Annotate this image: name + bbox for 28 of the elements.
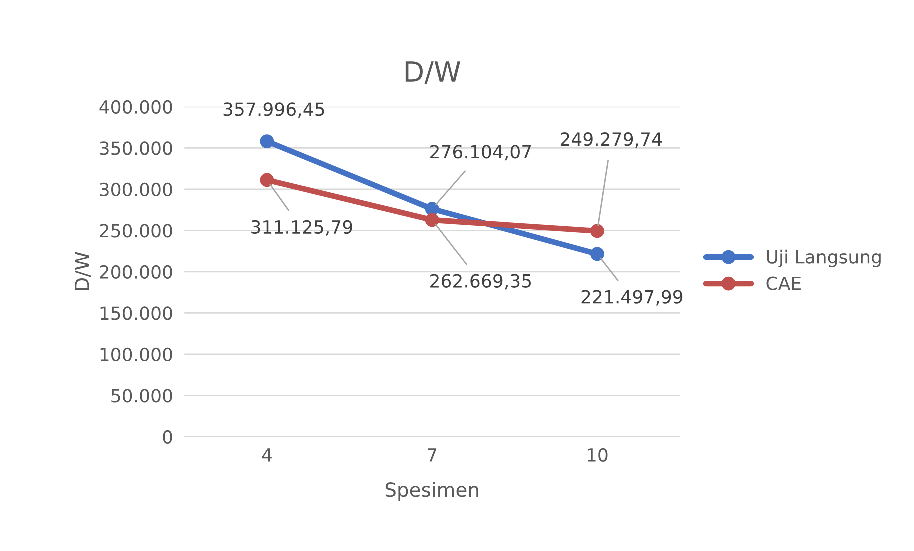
x-tick-label: 4 [262, 448, 272, 462]
y-tick-label: 400.000 [100, 100, 172, 114]
x-tick-label: 7 [428, 448, 437, 462]
point [425, 213, 440, 228]
data-label: 276.104,07 [430, 145, 532, 161]
y-tick-label: 250.000 [100, 224, 172, 238]
legend-label: Uji Langsung [767, 250, 881, 268]
x-tick-label: 10 [588, 448, 608, 462]
y-tick-label: 50.000 [112, 389, 172, 403]
y-tick-label: 100.000 [100, 348, 172, 362]
data-label: 249.279,74 [560, 132, 662, 148]
data-label: 357.996,45 [224, 102, 324, 118]
point [260, 134, 274, 148]
y-tick-label: 0 [163, 430, 172, 444]
point [260, 173, 274, 188]
point [590, 247, 604, 262]
data-label: 311.125,79 [252, 220, 352, 236]
x-axis-title: Spesimen [386, 482, 478, 502]
point [590, 224, 604, 238]
y-tick-label: 350.000 [100, 142, 172, 156]
data-label: 221.497,99 [582, 290, 683, 306]
y-tick-label: 150.000 [100, 306, 172, 320]
chart-title: D/W [406, 62, 461, 84]
y-tick-label: 300.000 [100, 182, 172, 197]
legend-label: CAE [766, 276, 801, 290]
data-label: 262.669,35 [430, 274, 532, 290]
y-tick-label: 200.000 [100, 265, 172, 280]
y-axis-title: D/W [75, 252, 92, 290]
